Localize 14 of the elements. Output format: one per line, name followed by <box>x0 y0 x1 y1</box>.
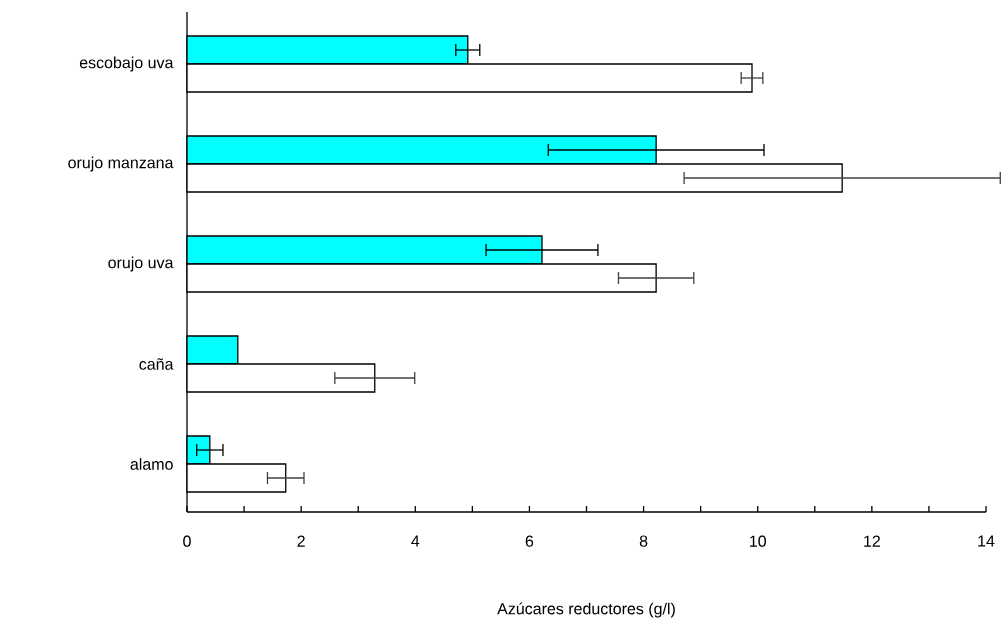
x-tick-label: 10 <box>750 535 766 547</box>
y-tick-label: escobajo uva <box>79 56 174 72</box>
x-tick-label: 8 <box>639 535 648 547</box>
y-tick-label: orujo manzana <box>68 156 174 172</box>
y-tick-label: alamo <box>130 458 173 470</box>
x-tick-label: 2 <box>297 535 305 547</box>
x-tick-label: 6 <box>525 535 534 547</box>
x-tick-label: 12 <box>864 535 880 547</box>
y-tick-label: orujo uva <box>108 256 174 272</box>
y-tick-label: caña <box>139 358 174 370</box>
x-tick-label: 4 <box>411 535 420 547</box>
x-axis-title: Azúcares reductores (g/l) <box>497 602 675 618</box>
x-tick-label: 0 <box>183 535 191 547</box>
x-tick-label: 14 <box>978 535 995 547</box>
